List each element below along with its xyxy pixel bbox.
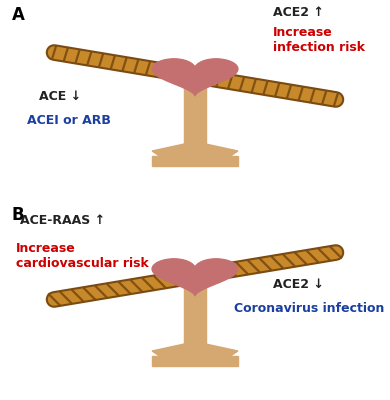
Text: Increase
cardiovascular risk: Increase cardiovascular risk [16, 242, 148, 270]
Text: Increase
infection risk: Increase infection risk [273, 26, 365, 54]
Text: ACE ↓: ACE ↓ [39, 90, 81, 102]
Polygon shape [152, 259, 238, 296]
Text: Coronavirus infection: Coronavirus infection [234, 302, 385, 314]
Text: B: B [12, 206, 24, 224]
Text: ACEI or ARB: ACEI or ARB [27, 114, 111, 126]
Text: ACE-RAAS ↑: ACE-RAAS ↑ [20, 214, 105, 226]
Polygon shape [152, 59, 238, 96]
Text: ACE2 ↑: ACE2 ↑ [273, 6, 324, 18]
Text: A: A [12, 6, 25, 24]
FancyBboxPatch shape [152, 156, 238, 166]
Text: ACE2 ↓: ACE2 ↓ [273, 278, 324, 290]
FancyBboxPatch shape [152, 356, 238, 366]
FancyBboxPatch shape [184, 80, 206, 144]
FancyBboxPatch shape [184, 280, 206, 344]
Polygon shape [152, 344, 238, 358]
Polygon shape [152, 144, 238, 158]
